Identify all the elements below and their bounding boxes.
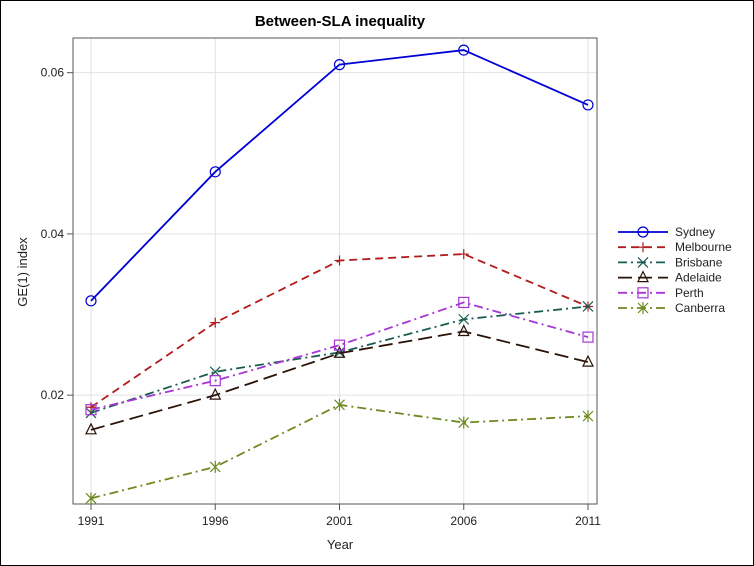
x-tick-label: 2001	[326, 514, 353, 528]
data-point-adelaide	[333, 345, 346, 358]
data-point-canberra	[582, 410, 594, 423]
legend-label: Adelaide	[675, 271, 722, 285]
legend-item-perth: Perth	[618, 286, 704, 300]
legend-marker	[637, 302, 649, 314]
series-perth	[85, 296, 594, 416]
x-tick-label: 2011	[575, 514, 601, 528]
x-axis: 1991 1996 2001 2006 2011	[78, 504, 601, 528]
legend-label: Sydney	[675, 225, 715, 239]
series-canberra	[85, 398, 594, 505]
legend-label: Brisbane	[675, 255, 723, 269]
x-tick-label: 2006	[450, 514, 477, 528]
x-tick-label: 1991	[78, 514, 105, 528]
series-line-sydney	[90, 49, 589, 302]
data-point-sydney	[209, 166, 221, 178]
data-point-brisbane	[458, 313, 470, 325]
data-point-sydney	[582, 99, 594, 111]
data-point-sydney	[85, 295, 97, 307]
y-axis: 0.02 0.04 0.06	[41, 66, 73, 402]
x-tick-label: 1996	[202, 514, 229, 528]
legend-marker	[638, 242, 648, 253]
grid	[73, 38, 597, 504]
data-point-melbourne	[458, 249, 469, 260]
y-tick-label: 0.06	[41, 66, 65, 80]
data-point-perth	[209, 375, 221, 387]
plot-area	[72, 37, 598, 505]
series-sydney	[85, 44, 594, 307]
data-point-canberra	[458, 416, 470, 429]
data-point-adelaide	[209, 387, 222, 400]
data-point-melbourne	[210, 317, 221, 328]
series-line-brisbane	[90, 305, 589, 414]
legend-marker	[637, 256, 649, 268]
data-point-sydney	[458, 44, 470, 56]
legend-item-brisbane: Brisbane	[618, 255, 723, 269]
legend-item-canberra: Canberra	[618, 301, 725, 315]
data-point-canberra	[85, 492, 97, 505]
data-point-adelaide	[582, 354, 594, 367]
legend-marker	[637, 226, 649, 238]
data-point-adelaide	[85, 422, 97, 435]
legend-item-melbourne: Melbourne	[618, 240, 732, 254]
series-adelaide	[85, 324, 594, 435]
data-point-melbourne	[334, 255, 345, 266]
data-point-canberra	[334, 398, 345, 411]
data-point-adelaide	[457, 324, 470, 337]
y-tick-label: 0.04	[41, 227, 65, 241]
y-axis-label: GE(1) index	[15, 237, 30, 307]
legend-label: Canberra	[675, 301, 725, 315]
data-point-perth	[582, 331, 594, 343]
y-tick-label: 0.02	[41, 388, 65, 402]
data-point-sydney	[333, 59, 346, 71]
legend-marker	[637, 270, 649, 283]
legend-marker	[637, 287, 649, 299]
series-line-perth	[90, 301, 589, 411]
data-point-canberra	[209, 460, 221, 473]
legend-item-sydney: Sydney	[618, 225, 715, 239]
chart-title: Between-SLA inequality	[255, 13, 426, 30]
x-axis-label: Year	[327, 537, 354, 552]
legend-item-adelaide: Adelaide	[618, 270, 722, 285]
data-point-brisbane	[582, 301, 594, 312]
data-point-perth	[85, 404, 97, 416]
data-point-perth	[333, 339, 346, 351]
series-line-adelaide	[90, 330, 589, 431]
data-point-perth	[458, 296, 470, 309]
data-point-melbourne	[86, 402, 96, 413]
series-layer	[85, 44, 594, 505]
series-melbourne	[86, 249, 593, 413]
legend-label: Perth	[675, 286, 704, 300]
legend-label: Melbourne	[675, 240, 732, 254]
